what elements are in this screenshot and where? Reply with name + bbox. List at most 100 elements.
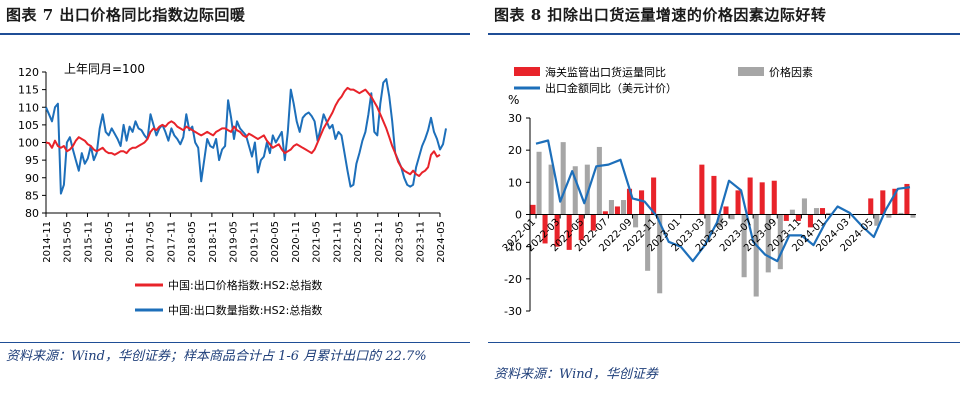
x-tick-label: 2023-11 [415,221,426,263]
y-tick-label: 90 [25,172,39,185]
x-tick-label: 2020-11 [291,221,302,263]
unit-label: % [508,93,519,107]
freight-volume-bar [723,206,729,215]
price-factor-bar [801,198,807,215]
price-factor-bar [584,164,590,215]
freight-volume-bar [880,190,886,215]
legend-label: 价格因素 [769,65,813,79]
freight-volume-bar [735,190,741,215]
freight-volume-bar [578,214,584,241]
x-tick-label: 2022-05 [353,221,364,263]
x-tick-label: 2018-05 [187,221,198,263]
price-factor-bar [813,208,820,215]
y-tick-label: 30 [508,112,522,125]
freight-volume-bar [711,175,717,215]
x-tick-label: 2021-11 [332,221,343,263]
right-chart-panel: 图表 8 扣除出口货运量增速的价格因素边际好转 30 20 10 0 -10 -20 -30… [488,0,960,407]
price-factor-bar [705,214,711,242]
export-price-index-line [45,86,441,177]
x-tick-label: 2023-05 [395,221,406,263]
legend-label: 海关监管出口货运量同比 [545,65,666,79]
x-tick-label: 2024-05 [436,221,447,263]
left-chart-panel: 图表 7 出口价格同比指数边际回暖 80 85 90 95 100 105 110 115 12… [0,0,470,407]
price-factor-bar [596,146,602,215]
right-title-divider [488,33,960,35]
price-factor-bar [826,212,832,215]
freight-volume-bar [602,211,608,215]
x-tick-label: 2020-05 [270,221,281,263]
left-source-note: 资料来源：Wind，华创证券；样本商品合计占 1-6 月累计出口的 22.7% [6,349,427,364]
freight-volume-bar [819,208,826,215]
y-tick-label: -30 [504,305,522,318]
freight-volume-bar [651,177,657,215]
price-factor-bar [657,214,663,294]
x-tick-label: 2015-11 [83,221,94,263]
freight-volume-bar [530,204,536,215]
price-factor-bar [560,142,566,215]
price-factor-bar [741,214,747,278]
y-tick-label: 120 [18,66,39,79]
price-factor-bar [765,214,771,273]
x-tick-label: 2016-11 [125,221,136,263]
legend-label: 中国:出口价格指数:HS2:总指数 [168,278,322,292]
price-factor-bar [572,166,578,215]
freight-volume-bar [868,198,874,215]
legend-label: 出口金额同比（美元计价） [545,81,677,95]
right-source-note: 资料来源：Wind，华创证券 [494,367,658,382]
price-factor-bar [608,200,614,215]
left-source-divider [0,342,470,343]
price-factor-bar [886,214,892,218]
y-tick-label: 115 [18,84,39,97]
price-factor-bar [717,214,723,228]
freight-volume-bar [639,190,645,215]
left-chart-title: 图表 7 出口价格同比指数边际回暖 [6,6,246,24]
price-factor-bar [898,212,904,215]
x-tick-label: 2017-05 [146,221,157,263]
price-factor-bar [789,209,795,215]
export-value-line [535,139,911,263]
x-tick-label: 2018-11 [208,221,219,263]
freight-volume-bar [771,180,777,215]
legend-swatch [738,67,764,76]
x-tick-label: 2016-05 [104,221,115,263]
freight-volume-bar [904,183,910,215]
y-tick-label: 0 [515,209,522,222]
y-tick-label: 10 [508,176,522,189]
unit-annotation: 上年同月=100 [64,62,145,76]
x-tick-label: 2014-11 [42,221,53,263]
y-tick-label: 20 [508,144,522,157]
price-factor-bar [777,214,783,270]
y-tick-label: 80 [25,207,39,220]
freight-volume-bar [783,214,789,221]
legend-swatch [514,67,540,76]
price-factor-bar [548,164,554,215]
freight-volume-bar [554,214,560,247]
freight-volume-bar [699,164,705,215]
price-factor-bar [874,214,880,226]
freight-volume-bar [892,188,898,215]
left-title-divider [0,33,470,35]
price-factor-bar [633,214,639,228]
y-tick-label: 95 [25,154,39,167]
x-tick-label: 2021-05 [312,221,323,263]
freight-volume-bar [795,214,801,221]
freight-volume-bar [542,214,548,244]
freight-volume-bar [614,206,620,215]
price-factor-bar [910,214,916,218]
y-tick-label: 100 [18,137,39,150]
legend-label: 中国:出口数量指数:HS2:总指数 [168,303,322,317]
x-tick-label: 2015-05 [63,221,74,263]
x-tick-label: 2017-11 [166,221,177,263]
freight-volume-bar [807,214,813,228]
price-factor-bar [645,214,651,271]
freight-volume-bar [626,188,633,215]
y-tick-label: -20 [504,273,522,286]
freight-volume-bar [759,182,765,215]
y-tick-label: 85 [25,189,39,202]
price-factor-bar [729,214,735,220]
freight-volume-bar [566,214,572,250]
y-tick-label: 105 [18,119,39,132]
price-factor-bar [536,151,542,215]
freight-volume-bar [747,177,753,215]
price-factor-bar [620,200,627,215]
